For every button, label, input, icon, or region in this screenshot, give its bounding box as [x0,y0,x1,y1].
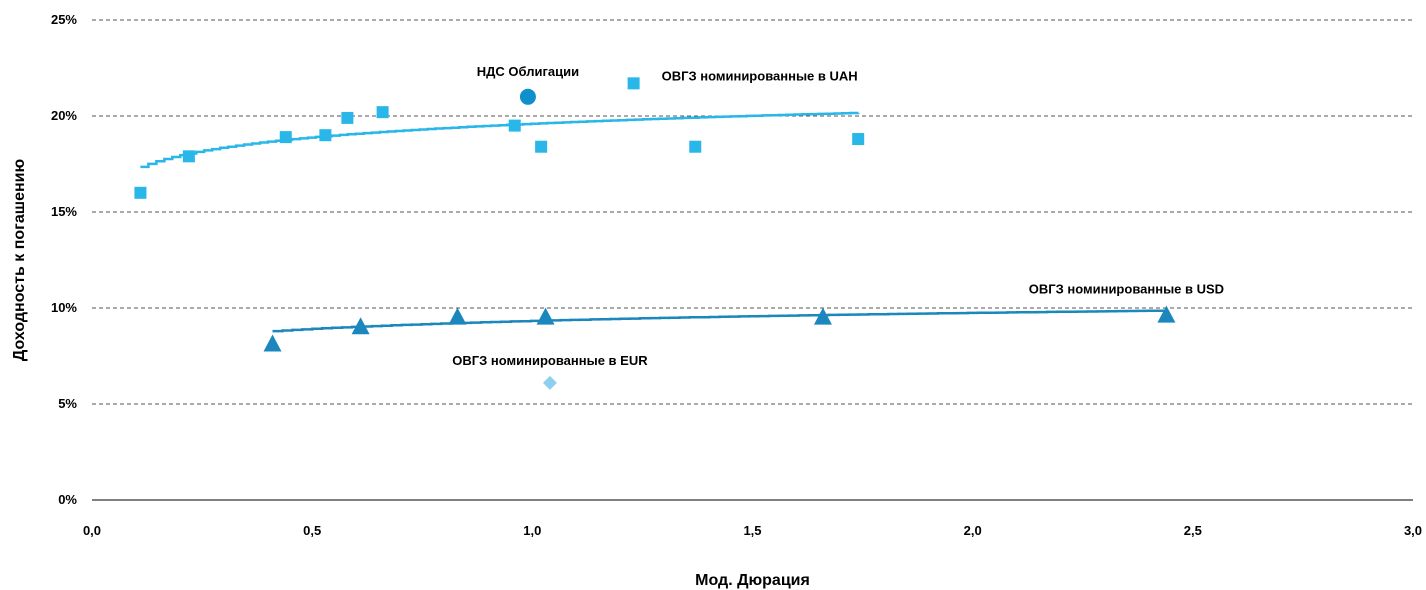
annotation-eur: ОВГЗ номинированные в EUR [452,353,648,368]
y-axis-title: Доходность к погашению [11,159,28,362]
x-tick-label: 3,0 [1404,523,1422,538]
marker-square-uah [535,140,548,153]
y-tick-label: 0% [58,492,77,507]
point-layer [134,77,1176,390]
marker-square-uah [341,111,354,124]
x-tick-label: 0,0 [83,523,101,538]
marker-triangle-usd [351,317,370,335]
x-tick-label: 0,5 [303,523,321,538]
annotation-usd: ОВГЗ номинированные в USD [1029,282,1224,297]
marker-square-uah [134,186,147,199]
marker-square-uah [508,119,521,132]
y-tick-label: 20% [51,108,77,123]
y-tick-label: 5% [58,396,77,411]
marker-diamond-eur [542,375,557,390]
marker-square-uah [279,131,292,144]
y-tick-label: 25% [51,12,77,27]
marker-triangle-usd [1157,305,1176,323]
annotation-uah: ОВГЗ номинированные в UAH [662,68,858,83]
marker-square-uah [182,150,195,163]
x-tick-label: 1,0 [523,523,541,538]
marker-square-uah [376,106,389,119]
axis-layer: 0% 5% 10% 15% 20% 25% 0,0 0,5 1,0 1,5 2,0 2,5 3,0 [51,12,1422,538]
marker-square-uah [852,133,865,146]
marker-square-uah [689,140,702,153]
annotation-layer: НДС Облигации ОВГЗ номинированные в UAH ОВ… [452,64,1224,368]
marker-circle-nds [519,88,536,105]
x-tick-label: 2,0 [964,523,982,538]
x-tick-label: 1,5 [743,523,761,538]
trend-line-uah [140,111,860,169]
marker-triangle-usd [448,307,467,325]
x-tick-label: 2,5 [1184,523,1202,538]
marker-triangle-usd [813,307,832,325]
marker-triangle-usd [536,307,555,325]
grid-layer [92,19,1413,405]
trend-line-usd [272,309,1168,333]
annotation-nds: НДС Облигации [477,64,579,79]
x-axis-title: Мод. Дюрация [695,572,810,589]
y-tick-label: 10% [51,300,77,315]
marker-square-uah [627,77,640,90]
marker-triangle-usd [263,334,282,352]
y-tick-label: 15% [51,204,77,219]
trend-layer [140,111,1168,333]
marker-square-uah [319,129,332,142]
